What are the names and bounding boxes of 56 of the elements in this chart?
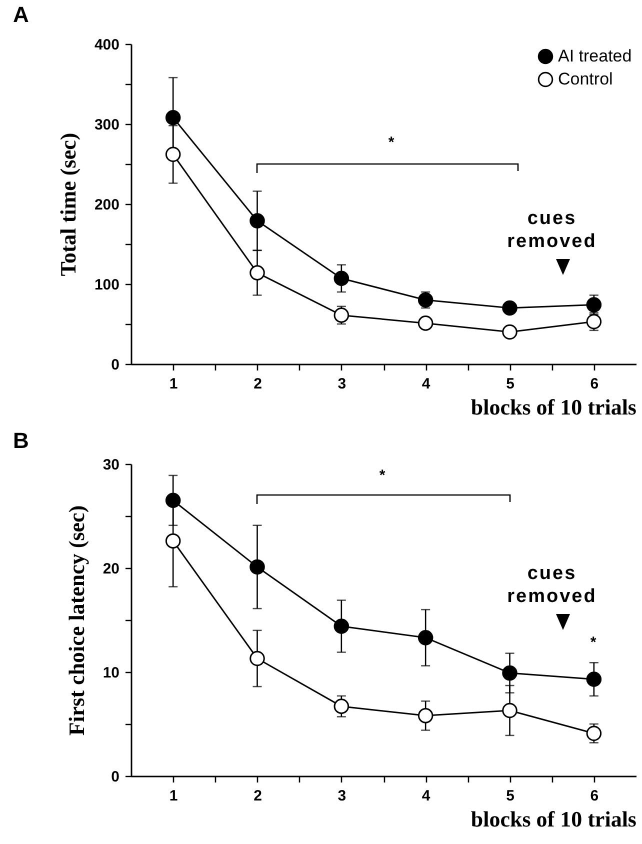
point bbox=[334, 270, 350, 286]
point bbox=[250, 265, 265, 280]
x-tick-label: 5 bbox=[506, 788, 514, 804]
x-axis-title: blocks of 10 trials bbox=[470, 806, 637, 832]
point bbox=[502, 300, 518, 316]
point bbox=[334, 308, 350, 323]
point bbox=[334, 698, 350, 714]
annotation: * bbox=[589, 634, 599, 652]
x-tick-label: 2 bbox=[254, 788, 262, 804]
point bbox=[165, 110, 181, 126]
y-axis-title: First choice latency (sec) bbox=[64, 505, 89, 736]
y-tick-label: 0 bbox=[111, 356, 120, 374]
point bbox=[165, 533, 181, 549]
y-axis-title: Total time (sec) bbox=[55, 132, 80, 276]
chart-title: B bbox=[13, 428, 29, 453]
point bbox=[502, 324, 518, 340]
x-tick-label: 4 bbox=[422, 376, 431, 392]
y-tick-label: 10 bbox=[102, 664, 120, 682]
point bbox=[250, 559, 265, 575]
x-tick-label: 4 bbox=[422, 788, 431, 804]
y-tick-label: 200 bbox=[94, 196, 120, 214]
y-tick-label: 20 bbox=[102, 560, 120, 578]
point bbox=[586, 726, 602, 741]
x-tick-label: 1 bbox=[169, 788, 178, 804]
x-axis-title: blocks of 10 trials bbox=[470, 394, 637, 420]
chart-title: A bbox=[13, 2, 29, 27]
annotation: cues removed bbox=[506, 563, 598, 609]
annotation: * bbox=[387, 134, 397, 152]
point bbox=[418, 316, 434, 331]
x-tick-label: 5 bbox=[506, 376, 514, 392]
point bbox=[418, 292, 434, 308]
y-tick-label: 0 bbox=[111, 768, 120, 786]
legend-label: Control bbox=[558, 70, 613, 88]
y-tick-label: 100 bbox=[94, 276, 120, 294]
point bbox=[334, 618, 350, 634]
x-tick-label: 1 bbox=[169, 376, 178, 392]
annotation: cues removed bbox=[506, 208, 598, 254]
point bbox=[418, 708, 434, 724]
y-tick-label: 300 bbox=[94, 116, 120, 134]
point bbox=[502, 665, 518, 681]
x-tick-label: 2 bbox=[254, 376, 262, 392]
legend-label: AI treated bbox=[558, 46, 632, 66]
annotation: * bbox=[378, 467, 388, 485]
y-tick-label: 400 bbox=[94, 36, 120, 54]
x-tick-label: 3 bbox=[338, 788, 346, 804]
point bbox=[586, 672, 602, 687]
x-tick-label: 6 bbox=[590, 788, 599, 804]
x-tick-label: 6 bbox=[590, 376, 599, 392]
point bbox=[250, 213, 265, 228]
point bbox=[502, 702, 518, 718]
point bbox=[165, 146, 181, 162]
x-tick-label: 3 bbox=[338, 376, 346, 392]
point bbox=[250, 650, 265, 666]
point bbox=[165, 492, 181, 508]
y-tick-label: 30 bbox=[102, 456, 120, 474]
point bbox=[418, 630, 434, 646]
